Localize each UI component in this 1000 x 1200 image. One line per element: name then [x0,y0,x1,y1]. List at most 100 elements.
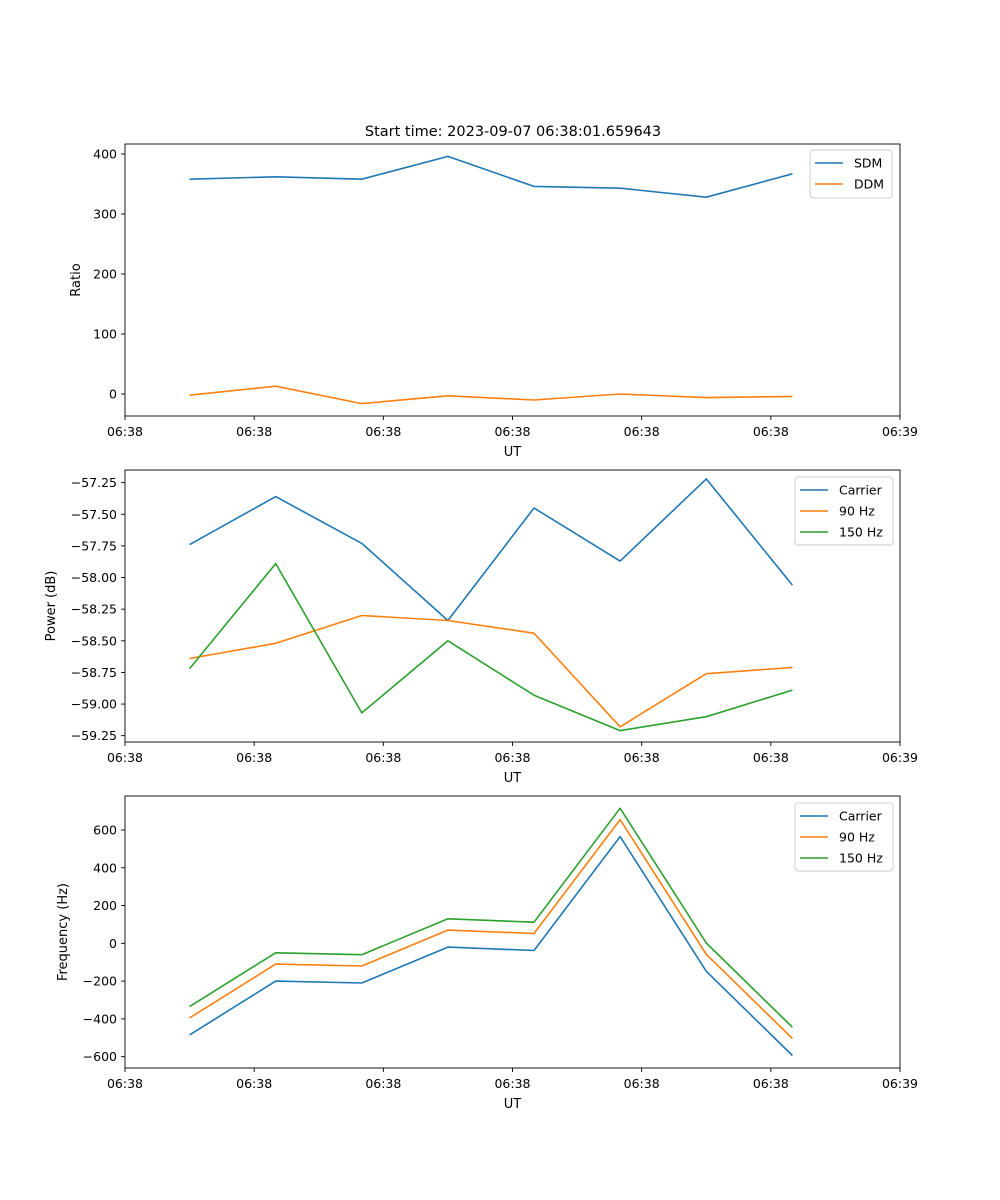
series-line-ddm [189,385,793,405]
data-point [189,658,191,660]
y-tick-label: 400 [93,146,117,161]
data-point [447,156,449,158]
data-point [275,643,277,645]
data-point [361,965,363,967]
y-tick-label: −57.25 [71,475,117,490]
data-point [361,982,363,984]
y-tick-label: −58.00 [71,570,117,585]
x-tick-label: 06:39 [882,424,918,439]
plot-frame [124,143,901,417]
chart-panel: −59.25 −59.00 −58.75 −58.50 −58.25 −58.00 −57.… [44,469,918,786]
data-point [792,689,794,691]
x-tick-label: 06:38 [107,1076,143,1091]
x-tick-label: 06:38 [365,424,401,439]
y-tick-label: 0 [109,936,117,951]
y-tick-label: 100 [93,327,117,342]
data-point [361,403,363,405]
legend-label: 90 Hz [839,830,875,845]
data-point [447,929,449,931]
series-line-sdm [189,155,793,198]
data-point [361,712,363,714]
data-point [533,921,535,923]
x-tick-label: 06:38 [624,1076,660,1091]
series-line-90-hz [189,614,793,728]
data-point [275,176,277,178]
y-tick-label: −400 [83,1011,117,1026]
data-point [619,187,621,189]
data-point [792,396,794,398]
x-tick-label: 06:38 [494,424,530,439]
data-point [705,942,707,944]
data-point [189,1017,191,1019]
data-point [533,186,535,188]
data-point [792,173,794,175]
data-point [619,726,621,728]
y-tick-label: 300 [93,206,117,221]
y-tick-label: 200 [93,898,117,913]
data-point [619,819,621,821]
series-line-150-hz [189,807,793,1028]
data-point [619,393,621,395]
y-tick-label: −58.75 [71,665,117,680]
x-tick-label: 06:38 [365,750,401,765]
data-point [705,397,707,399]
chart-title: Start time: 2023-09-07 06:38:01.659643 [365,124,661,140]
x-tick-label: 06:38 [107,750,143,765]
y-tick-label: −59.25 [71,728,117,743]
data-point [447,395,449,397]
x-tick-label: 06:38 [753,750,789,765]
x-tick-label: 06:38 [494,750,530,765]
x-tick-label: 06:39 [882,1076,918,1091]
legend: SDM DDM [809,149,893,199]
y-tick-label: 600 [93,823,117,838]
x-tick-label: 06:38 [753,424,789,439]
x-axis-label: UT [504,771,522,786]
data-point [275,385,277,387]
legend-label: Carrier [839,809,883,824]
data-point [792,1038,794,1040]
y-tick-label: −59.00 [71,697,117,712]
legend-label: DDM [854,177,884,192]
legend-box [809,149,893,199]
chart-panels: 0 100 200 300 400 06:38 06:38 06:38 06:38 06:38 06… [44,143,918,1112]
data-point [361,543,363,545]
data-point [619,560,621,562]
x-tick-label: 06:38 [107,424,143,439]
x-tick-label: 06:38 [236,424,272,439]
series-line-carrier [189,478,794,622]
data-point [792,1055,794,1057]
series-line-150-hz [188,562,793,732]
x-tick-label: 06:38 [753,1076,789,1091]
data-point [792,667,794,669]
data-point [447,640,449,642]
data-point [533,950,535,952]
data-point [361,954,363,956]
x-tick-label: 06:38 [236,1076,272,1091]
data-point [361,178,363,180]
y-axis-label: Power (dB) [44,571,59,642]
x-tick-label: 06:38 [494,1076,530,1091]
data-point [275,963,277,965]
data-point [619,807,621,809]
chart-panel: 0 100 200 300 400 06:38 06:38 06:38 06:38 06:38 06… [69,143,918,460]
data-point [533,632,535,634]
data-point [275,952,277,954]
y-tick-label: −200 [83,974,117,989]
data-point [705,673,707,675]
data-point [533,694,535,696]
data-point [705,953,707,955]
y-tick-label: 200 [93,266,117,281]
data-point [189,178,191,180]
data-point [792,1026,794,1028]
x-tick-label: 06:39 [882,750,918,765]
y-axis-label: Ratio [69,263,84,296]
data-point [275,563,277,565]
data-point [705,196,707,198]
data-point [705,478,707,480]
y-axis-label: Frequency (Hz) [56,883,71,981]
x-tick-label: 06:38 [624,424,660,439]
data-point [447,620,449,622]
legend: Carrier 90 Hz 150 Hz [794,476,894,546]
legend: Carrier 90 Hz 150 Hz [794,802,894,872]
data-point [447,946,449,948]
